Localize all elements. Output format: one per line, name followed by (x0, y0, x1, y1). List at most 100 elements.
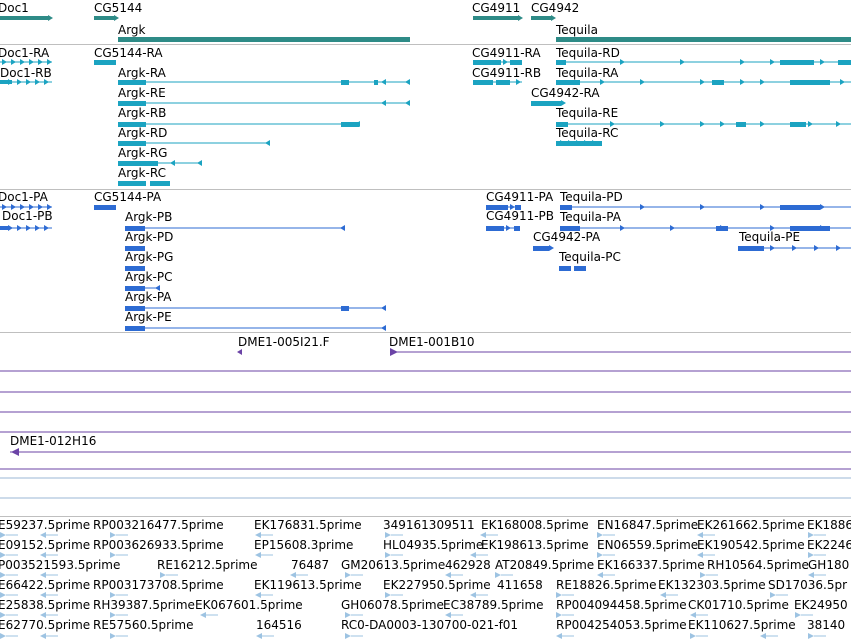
transcript-label[interactable]: Argk-RE (118, 86, 166, 100)
feature-block (556, 80, 580, 85)
est-label[interactable]: RP003173708.5prime (93, 578, 224, 592)
est-arrow-left (808, 572, 814, 578)
est-label[interactable]: EK067601.5prime (195, 598, 303, 612)
est-label[interactable]: EK166337.5prime (597, 558, 705, 572)
est-label[interactable]: EK168008.5prime (481, 518, 589, 532)
est-label[interactable]: EP15608.3prime (254, 538, 354, 552)
est-label[interactable]: RE57560.5prime (93, 618, 194, 632)
gene-label-argk[interactable]: Argk (118, 23, 146, 37)
est-label[interactable]: 411658 (497, 578, 543, 592)
est-label[interactable]: E59237.5prime (0, 518, 91, 532)
est-label[interactable]: CK01710.5prime (688, 598, 789, 612)
est-label[interactable]: 349161309511 (383, 518, 475, 532)
est-label[interactable]: HL04935.5prime (383, 538, 484, 552)
strand-arrow-right (770, 59, 775, 65)
transcript-label[interactable]: Tequila-RC (556, 126, 619, 140)
est-label[interactable]: EN06559.5prime (597, 538, 699, 552)
protein-label[interactable]: Argk-PA (125, 290, 172, 304)
protein-label[interactable]: Argk-PC (125, 270, 173, 284)
est-label[interactable]: 76487 (291, 558, 330, 572)
transcript-label[interactable]: Argk-RD (118, 126, 168, 140)
est-label[interactable]: P003521593.5prime (0, 558, 121, 572)
transcript-label[interactable]: Argk-RC (118, 166, 166, 180)
feature-block (510, 60, 522, 65)
est-label[interactable]: EK2246 (807, 538, 851, 552)
protein-label[interactable]: CG4911-PA (486, 190, 554, 204)
transcript-label[interactable]: Argk-RB (118, 106, 167, 120)
est-label[interactable]: E66422.5prime (0, 578, 91, 592)
gene-label-cg4911[interactable]: CG4911 (472, 1, 521, 15)
est-label[interactable]: GM20613.5prime (341, 558, 446, 572)
est-label[interactable]: RP003626933.5prime (93, 538, 224, 552)
est-label[interactable]: E09152.5prime (0, 538, 91, 552)
est-label[interactable]: AT20849.5prime (495, 558, 595, 572)
transcript-label[interactable]: Tequila-RD (556, 46, 620, 60)
est-label[interactable]: EK119613.5prime (254, 578, 362, 592)
transcript-label[interactable]: Doc1-RA (0, 46, 50, 60)
est-label[interactable]: RH10564.5prime (707, 558, 809, 572)
protein-label[interactable]: Tequila-PE (739, 230, 801, 244)
protein-label[interactable]: Tequila-PC (559, 250, 621, 264)
protein-label[interactable]: Doc1-PA (0, 190, 48, 204)
est-label[interactable]: 38140 (807, 618, 846, 632)
protein-label[interactable]: CG4911-PB (486, 209, 555, 223)
transcript-label[interactable]: CG4942-RA (531, 86, 600, 100)
est-label[interactable]: EK190542.5prime (697, 538, 805, 552)
transcript-label[interactable]: Tequila-RE (556, 106, 619, 120)
est-label[interactable]: EK176831.5prime (254, 518, 362, 532)
est-label[interactable]: RH39387.5prime (93, 598, 195, 612)
est-label[interactable]: GH180 (808, 558, 850, 572)
est-label[interactable]: EC38789.5prime (443, 598, 544, 612)
gene-label-cg5144[interactable]: CG5144 (94, 1, 143, 15)
transcript-label[interactable]: Tequila-RA (556, 66, 619, 80)
est-label[interactable]: E25838.5prime (0, 598, 91, 612)
protein-label[interactable]: CG4942-PA (533, 230, 601, 244)
clone-label[interactable]: DME1-005I21.F (238, 335, 330, 349)
strand-arrow-right (17, 225, 22, 231)
transcript-label[interactable]: Argk-RG (118, 146, 168, 160)
gene-label-tequila[interactable]: Tequila (556, 23, 598, 37)
est-label[interactable]: RP004094458.5prime (556, 598, 687, 612)
est-label[interactable]: EK198613.5prime (481, 538, 589, 552)
clone-label[interactable]: DME1-001B10 (389, 335, 475, 349)
est-label[interactable]: EK110627.5prime (688, 618, 796, 632)
est-label[interactable]: RP003216477.5prime (93, 518, 224, 532)
est-label[interactable]: EK227950.5prime (383, 578, 491, 592)
est-label[interactable]: EK132303.5prime (658, 578, 766, 592)
clone-label[interactable]: DME1-012H16 (10, 434, 97, 448)
transcript-label[interactable]: Doc1-RB (0, 66, 52, 80)
feature-block (341, 80, 349, 85)
est-label[interactable]: RE18826.5prime (556, 578, 657, 592)
protein-label[interactable]: Tequila-PD (560, 190, 623, 204)
gene-label-doc1[interactable]: Doc1 (0, 1, 29, 15)
transcript-label[interactable]: Argk-RA (118, 66, 166, 80)
protein-label[interactable]: CG5144-PA (94, 190, 162, 204)
est-label[interactable]: 164516 (256, 618, 302, 632)
est-label[interactable]: RP004254053.5prime (556, 618, 687, 632)
transcript-label[interactable]: CG4911-RB (472, 66, 542, 80)
est-arrow-right (0, 592, 6, 598)
est-label[interactable]: 462928 (445, 558, 491, 572)
est-label[interactable]: GH06078.5prime (341, 598, 444, 612)
est-label[interactable]: E62770.5prime (0, 618, 91, 632)
protein-label[interactable]: Tequila-PA (560, 210, 621, 224)
est-label[interactable]: EK261662.5prime (697, 518, 805, 532)
strand-arrow-right (29, 59, 34, 65)
protein-label[interactable]: Argk-PE (125, 310, 172, 324)
est-label[interactable]: EN16847.5prime (597, 518, 699, 532)
protein-label[interactable]: Argk-PD (125, 230, 174, 244)
protein-label[interactable]: Argk-PG (125, 250, 174, 264)
protein-label[interactable]: Argk-PB (125, 210, 173, 224)
est-label[interactable]: EK24950 (794, 598, 848, 612)
est-label[interactable]: RC0-DA0003-130700-021-f01 (341, 618, 519, 632)
transcript-label[interactable]: CG4911-RA (472, 46, 541, 60)
strand-arrow-right (560, 140, 565, 146)
est-label[interactable]: RE16212.5prime (157, 558, 258, 572)
gene-label-cg4942[interactable]: CG4942 (531, 1, 580, 15)
est-label[interactable]: SD17036.5pr (768, 578, 848, 592)
strand-arrow-right (760, 121, 765, 127)
est-label[interactable]: EK1886 (807, 518, 851, 532)
protein-label[interactable]: Doc1-PB (2, 209, 53, 223)
transcript-label[interactable]: CG5144-RA (94, 46, 163, 60)
